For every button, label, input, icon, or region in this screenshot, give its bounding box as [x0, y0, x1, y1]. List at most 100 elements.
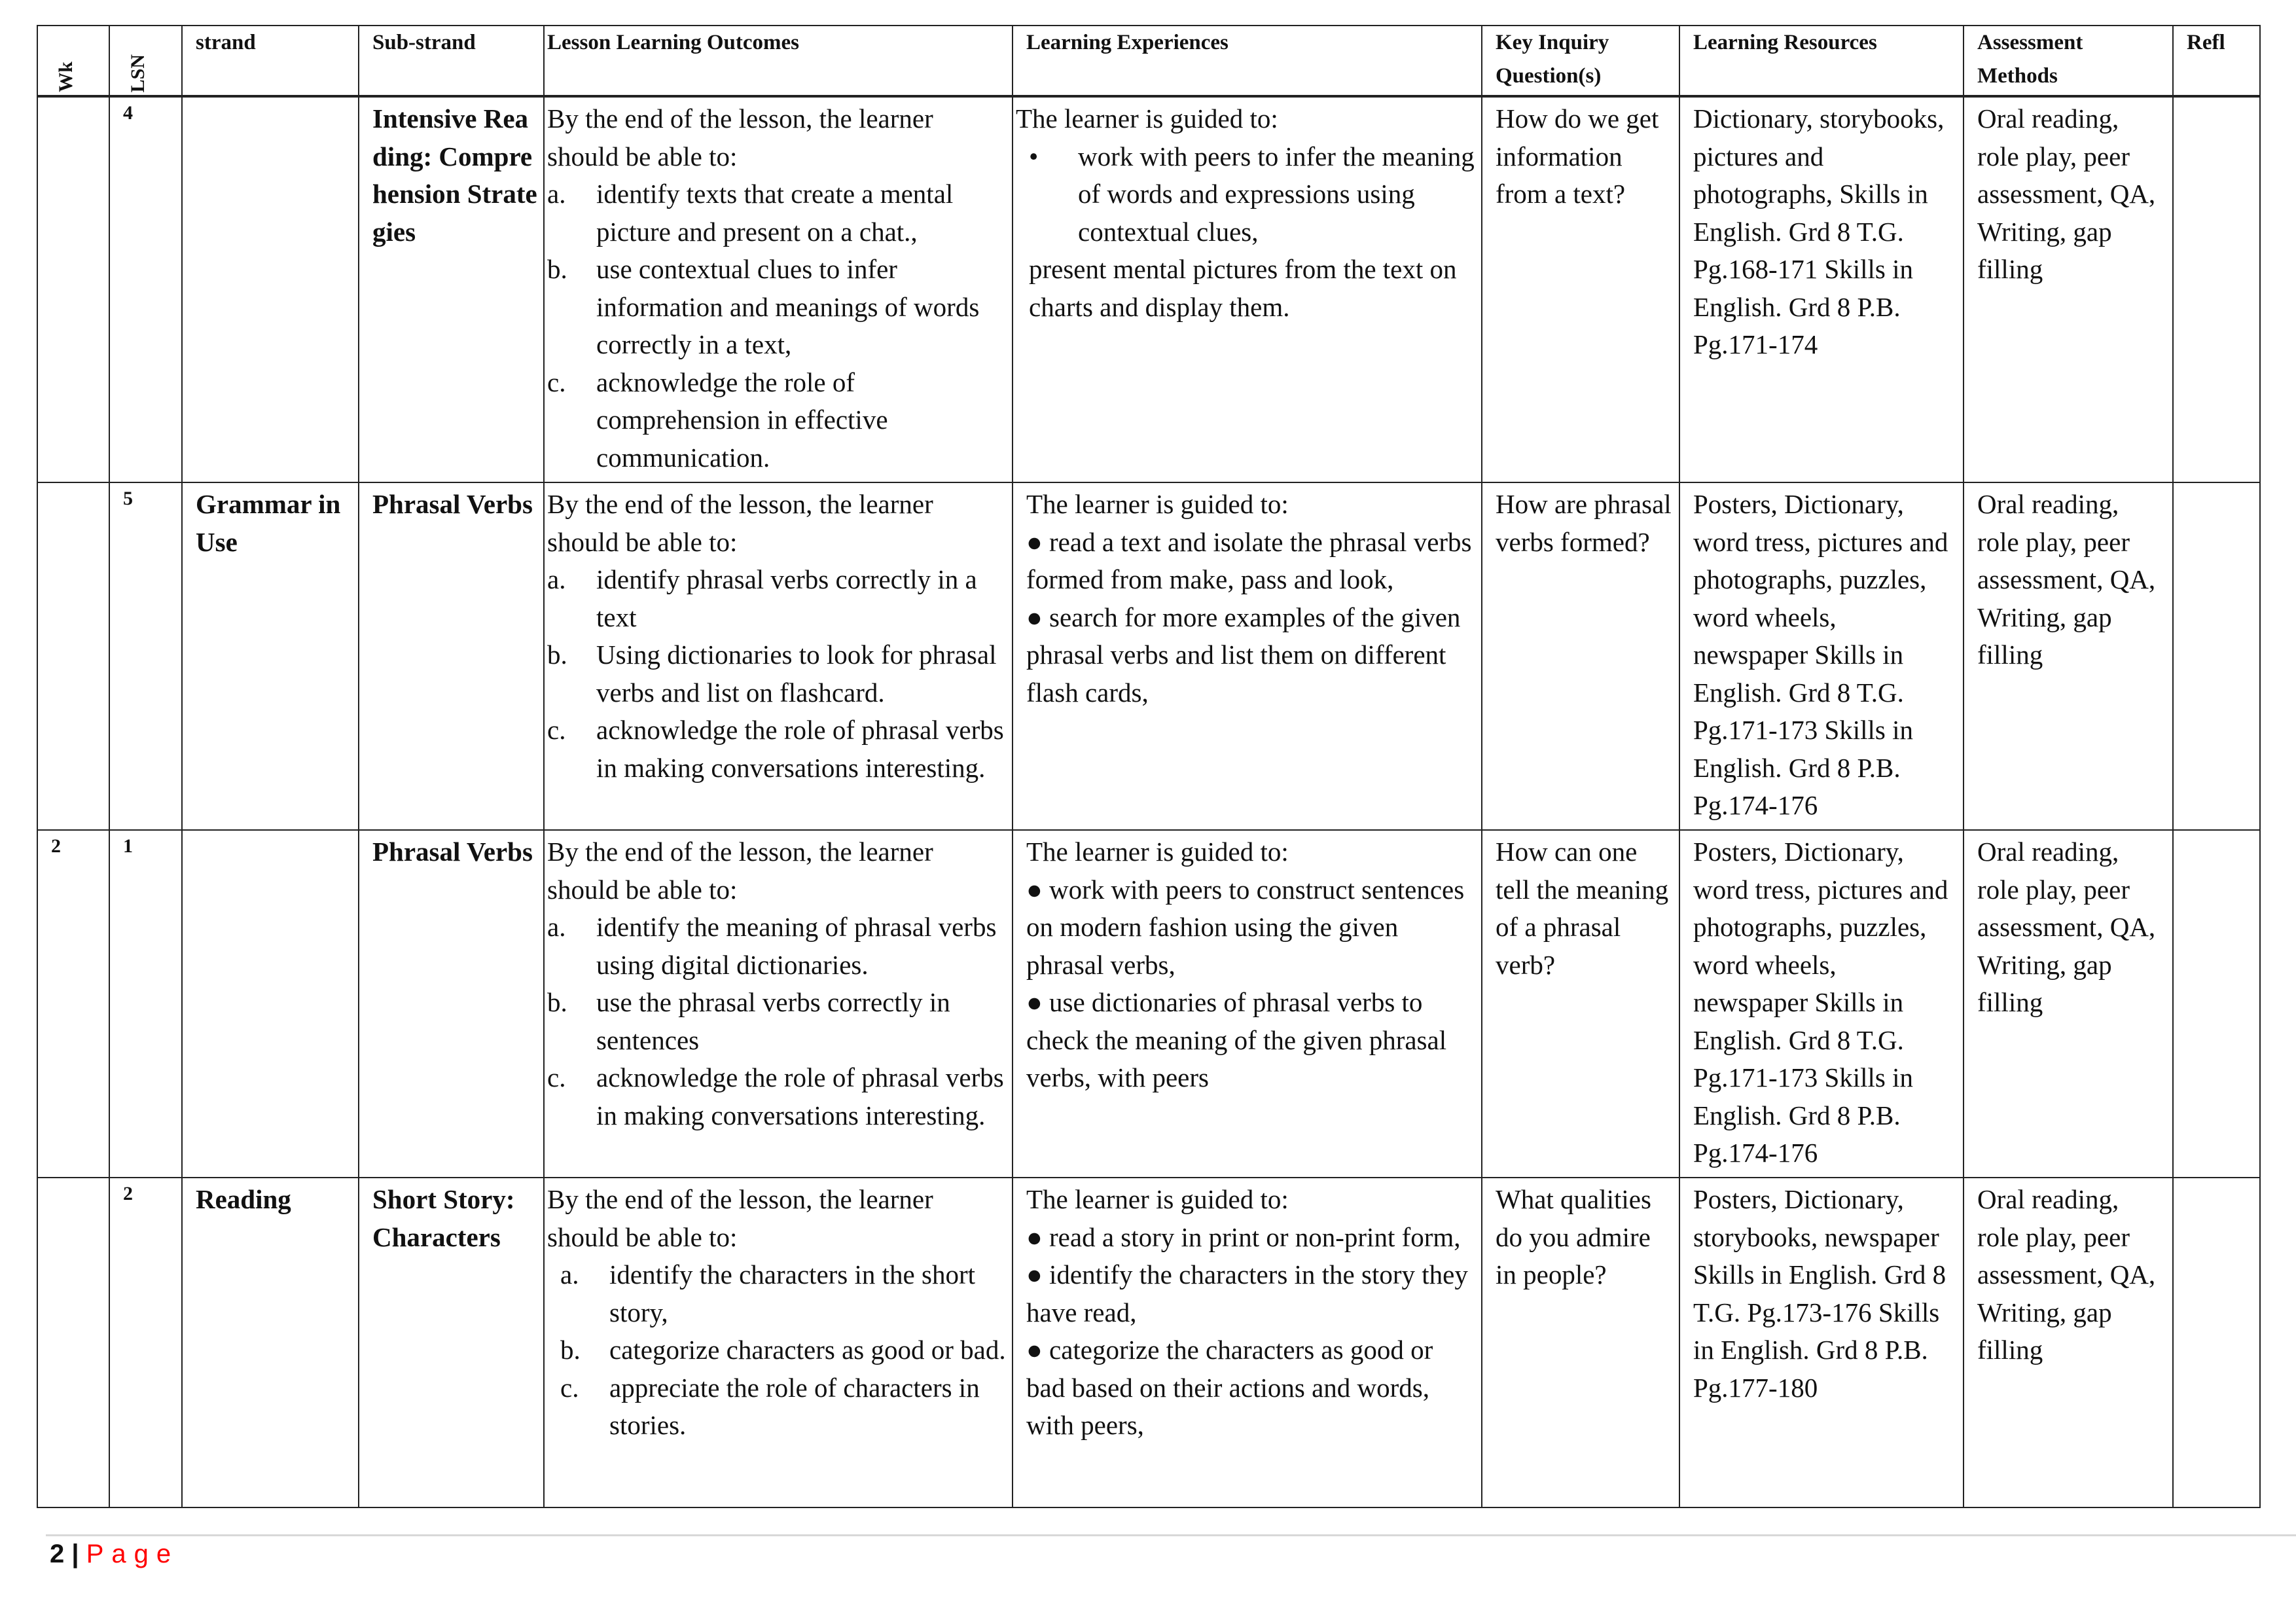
bullet-icon: ● — [1026, 1259, 1050, 1290]
cell-inquiry: What qualities do you admire in people? — [1481, 1177, 1680, 1508]
header-experiences: Learning Experiences — [1012, 25, 1482, 98]
cell-assessment: Oral reading, role play, peer assessment… — [1963, 1177, 2174, 1508]
cell-reflection — [2172, 96, 2261, 483]
outcome-item: a. identify the meaning of phrasal verbs … — [547, 909, 1007, 984]
cell-assessment: Oral reading, role play, peer assessment… — [1963, 829, 2174, 1178]
cell-experiences: The learner is guided to: ● read a text a… — [1012, 482, 1482, 831]
experience-text: identify the characters in the story the… — [1026, 1259, 1468, 1327]
experience-item: • work with peers to infer the meaning of… — [1016, 138, 1476, 251]
cell-lsn: 2 — [109, 1177, 183, 1508]
outcome-item: a. identify texts that create a mental pi… — [547, 175, 1007, 251]
outcome-text: acknowledge the role of phrasal verbs in… — [596, 715, 1004, 783]
outcomes-intro: By the end of the lesson, the learner sh… — [547, 489, 933, 557]
bullet-icon: • — [1029, 141, 1039, 171]
outcome-marker: a. — [547, 179, 566, 209]
cell-substrand: Phrasal Verbs — [358, 482, 545, 831]
outcome-item: b. Using dictionaries to look for phrasal… — [547, 636, 1007, 712]
header-reflection: Refl — [2172, 25, 2261, 98]
cell-outcomes: By the end of the lesson, the learner sh… — [543, 482, 1013, 831]
experience-item: ● read a text and isolate the phrasal ve… — [1026, 524, 1476, 599]
outcomes-intro: By the end of the lesson, the learner sh… — [547, 837, 933, 905]
outcome-text: Using dictionaries to look for phrasal v… — [596, 640, 997, 708]
outcome-item: a. identify phrasal verbs correctly in a … — [547, 561, 1007, 636]
page-label: Page — [86, 1540, 179, 1568]
experiences-intro: The learner is guided to: — [1026, 837, 1289, 867]
outcomes-intro: By the end of the lesson, the learner sh… — [547, 1184, 933, 1252]
outcome-item: b. use the phrasal verbs correctly in sen… — [547, 984, 1007, 1059]
cell-lsn: 4 — [109, 96, 183, 483]
bullet-icon: ● — [1026, 1221, 1050, 1252]
outcome-item: c. acknowledge the role of comprehension … — [547, 364, 1007, 477]
cell-strand — [181, 829, 359, 1178]
experiences-intro: The learner is guided to: — [1016, 103, 1278, 134]
experience-item: ● use dictionaries of phrasal verbs to c… — [1026, 984, 1476, 1097]
cell-resources: Dictionary, storybooks, pictures and pho… — [1679, 96, 1964, 483]
cell-lsn: 5 — [109, 482, 183, 831]
outcome-item: b. use contextual clues to infer informat… — [547, 251, 1007, 364]
outcome-marker: a. — [547, 564, 566, 594]
table-row: 2 Reading Short Story: Characters By the… — [37, 1177, 2261, 1508]
experience-text: work with peers to construct sentences o… — [1026, 874, 1465, 980]
cell-resources: Posters, Dictionary, word tress, picture… — [1679, 829, 1964, 1178]
outcome-text: appreciate the role of characters in sto… — [609, 1372, 980, 1441]
cell-reflection — [2172, 829, 2261, 1178]
experience-item: ● search for more examples of the given … — [1026, 599, 1476, 712]
cell-resources: Posters, Dictionary, word tress, picture… — [1679, 482, 1964, 831]
bullet-icon: ● — [1026, 874, 1050, 905]
experience-text: read a text and isolate the phrasal verb… — [1026, 526, 1472, 595]
outcome-marker: b. — [547, 640, 567, 670]
outcome-item: b. categorize characters as good or bad. — [547, 1331, 1007, 1369]
outcome-text: identify the characters in the short sto… — [609, 1259, 975, 1327]
cell-outcomes: By the end of the lesson, the learner sh… — [543, 829, 1013, 1178]
header-row: Wk LSN strand Sub-strand Lesson Learning… — [37, 25, 2261, 98]
experience-item: ● work with peers to construct sentences… — [1026, 871, 1476, 984]
bullet-icon: ● — [1026, 1335, 1050, 1365]
outcomes-intro: By the end of the lesson, the learner sh… — [547, 103, 933, 171]
experience-item: ● read a story in print or non-print for… — [1026, 1219, 1476, 1257]
header-assessment: Assessment Methods — [1963, 25, 2174, 98]
footer-separator: | — [71, 1540, 79, 1568]
experience-item: ● identify the characters in the story t… — [1026, 1256, 1476, 1331]
header-outcomes: Lesson Learning Outcomes — [543, 25, 1013, 98]
table-row: 4 Intensive Reading: Comprehension Strat… — [37, 96, 2261, 483]
outcome-marker: c. — [547, 367, 566, 397]
cell-resources: Posters, Dictionary, storybooks, newspap… — [1679, 1177, 1964, 1508]
outcome-marker: c. — [547, 1062, 566, 1092]
cell-wk — [37, 482, 110, 831]
cell-inquiry: How can one tell the meaning of a phrasa… — [1481, 829, 1680, 1178]
table-row: 2 1 Phrasal Verbs By the end of the less… — [37, 829, 2261, 1178]
outcome-text: identify texts that create a mental pict… — [596, 179, 954, 247]
outcome-text: acknowledge the role of phrasal verbs in… — [596, 1062, 1004, 1130]
cell-strand: Reading — [181, 1177, 359, 1508]
cell-inquiry: How are phrasal verbs formed? — [1481, 482, 1680, 831]
table-row: 5 Grammar in Use Phrasal Verbs By the en… — [37, 482, 2261, 831]
cell-reflection — [2172, 482, 2261, 831]
cell-experiences: The learner is guided to: ● work with pee… — [1012, 829, 1482, 1178]
outcome-marker: b. — [547, 987, 567, 1017]
experience-item: ● categorize the characters as good or b… — [1026, 1331, 1476, 1445]
outcome-marker: c. — [547, 715, 566, 745]
cell-lsn: 1 — [109, 829, 183, 1178]
cell-wk: 2 — [37, 829, 110, 1178]
cell-outcomes: By the end of the lesson, the learner sh… — [543, 1177, 1013, 1508]
header-strand: strand — [181, 25, 359, 98]
footer-divider — [46, 1534, 2296, 1536]
header-substrand: Sub-strand — [358, 25, 545, 98]
cell-substrand: Intensive Reading: Comprehension Strateg… — [358, 96, 545, 483]
cell-assessment: Oral reading, role play, peer assessment… — [1963, 96, 2174, 483]
header-resources: Learning Resources — [1679, 25, 1964, 98]
header-wk: Wk — [37, 25, 110, 98]
experience-text: work with peers to infer the meaning of … — [1078, 141, 1475, 247]
cell-substrand: Phrasal Verbs — [358, 829, 545, 1178]
scheme-of-work-table: Wk LSN strand Sub-strand Lesson Learning… — [37, 25, 2261, 1508]
outcome-text: identify the meaning of phrasal verbs us… — [596, 912, 997, 980]
cell-inquiry: How do we get information from a text? — [1481, 96, 1680, 483]
page-footer: 2 | Page — [50, 1540, 179, 1569]
outcome-marker: c. — [560, 1372, 579, 1403]
outcome-marker: b. — [560, 1335, 581, 1365]
experience-text: use dictionaries of phrasal verbs to che… — [1026, 987, 1447, 1092]
outcome-marker: a. — [547, 912, 566, 942]
experience-text: read a story in print or non-print form, — [1049, 1221, 1461, 1252]
cell-experiences: The learner is guided to: • work with peer… — [1012, 96, 1482, 483]
cell-strand: Grammar in Use — [181, 482, 359, 831]
